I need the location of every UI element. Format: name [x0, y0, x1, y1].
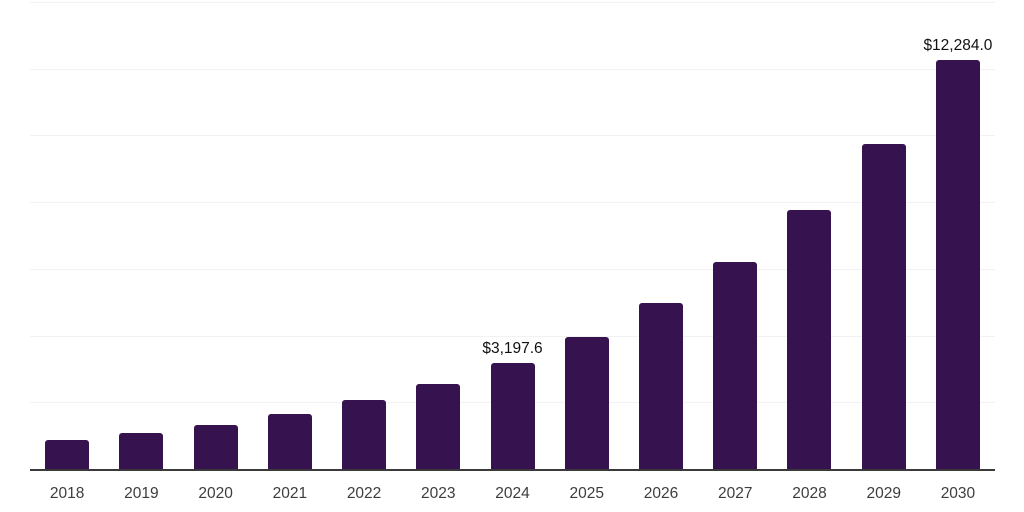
- x-tick-label-2022: 2022: [346, 485, 382, 502]
- x-tick-label-2026: 2026: [643, 485, 679, 502]
- bar-2029: [861, 144, 906, 470]
- x-tick-label-2019: 2019: [124, 485, 159, 502]
- bar-slot: [178, 3, 252, 470]
- bar-2022: [342, 400, 387, 470]
- gridline: [30, 2, 995, 3]
- x-tick-label-2028: 2028: [792, 485, 827, 502]
- bar-slot: [327, 3, 401, 470]
- x-tick-label-2023: 2023: [421, 485, 456, 502]
- bar-slot: [30, 3, 104, 470]
- bar-2018: [45, 440, 90, 470]
- bar-slot: [550, 3, 624, 470]
- bar-slot: [253, 3, 327, 470]
- bar-2020: [193, 424, 238, 470]
- bar-slot: [401, 3, 475, 470]
- bar-2023: [416, 384, 461, 470]
- data-label-2030: $12,284.0: [923, 37, 993, 55]
- x-axis-line: [30, 469, 995, 471]
- bar-slot: [847, 3, 921, 470]
- bar-2019: [119, 432, 164, 470]
- x-tick-label-2030: 2030: [940, 485, 976, 502]
- bars-container: $3,197.6 $12,284.0: [30, 3, 995, 470]
- data-label-2024: $3,197.6: [482, 340, 543, 358]
- bar-slot: [624, 3, 698, 470]
- x-axis-labels: 2018 2019 2020 2021 2022 2023 2024 2025 2026 2027…: [30, 485, 995, 503]
- x-tick-label-2027: 2027: [717, 485, 753, 502]
- x-tick-label-2021: 2021: [272, 485, 308, 502]
- bar-slot: [104, 3, 178, 470]
- bar-2026: [638, 303, 683, 470]
- x-tick-label-2029: 2029: [866, 485, 901, 502]
- gridline: [30, 335, 995, 337]
- x-tick-label-2024: 2024: [495, 485, 530, 502]
- bar-2028: [787, 209, 832, 470]
- plot-area: $3,197.6 $12,284.0: [30, 2, 995, 471]
- gridline: [30, 268, 995, 270]
- bar-slot: $3,197.6: [475, 3, 549, 470]
- bar-slot: [698, 3, 772, 470]
- bar-2024: $3,197.6: [482, 340, 543, 470]
- bar-2027: [713, 262, 758, 470]
- bar-2021: [267, 413, 312, 470]
- x-tick-label-2025: 2025: [569, 485, 604, 502]
- x-tick-label-2018: 2018: [49, 485, 85, 502]
- gridline: [30, 202, 995, 204]
- bar-2025: [564, 336, 609, 470]
- bar-slot: [772, 3, 846, 470]
- bar-2030: $12,284.0: [923, 37, 992, 470]
- gridline: [30, 68, 995, 70]
- gridline: [30, 135, 995, 137]
- x-tick-label-2020: 2020: [198, 485, 233, 502]
- bar-slot: $12,284.0: [921, 3, 995, 470]
